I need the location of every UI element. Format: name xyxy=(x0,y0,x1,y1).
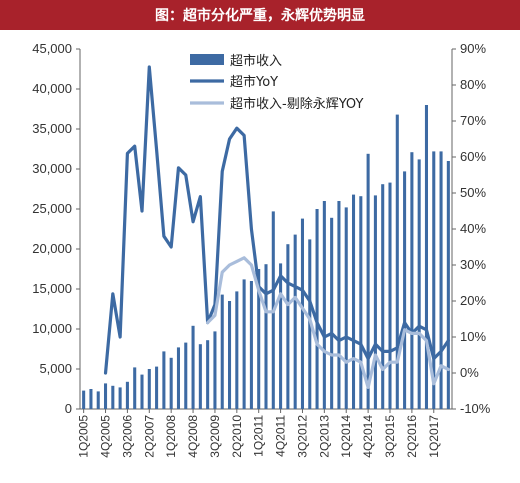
bar xyxy=(279,263,283,409)
bar xyxy=(286,244,290,409)
bar xyxy=(169,357,173,409)
y-left-tick-label: 25,000 xyxy=(32,201,72,216)
bar xyxy=(227,301,232,409)
bar xyxy=(125,381,129,409)
x-tick-label: 1Q2005 xyxy=(77,415,91,458)
x-tick-label: 2Q2010 xyxy=(230,415,244,458)
x-tick-label: 4Q2008 xyxy=(186,415,200,458)
y-right-tick-label: 50% xyxy=(460,185,486,200)
y-left-tick-label: 20,000 xyxy=(32,241,72,256)
y-right-tick-label: -10% xyxy=(460,401,491,416)
x-tick-label: 2Q2007 xyxy=(142,415,156,458)
x-tick-label: 3Q2009 xyxy=(208,415,222,458)
chart-title: 图：超市分化严重，永辉优势明显 xyxy=(155,8,365,24)
bar xyxy=(439,151,443,409)
lines-group xyxy=(103,65,450,389)
bar xyxy=(446,161,450,409)
y-right-tick-label: 70% xyxy=(460,113,486,128)
bar xyxy=(315,209,319,409)
bar xyxy=(103,383,108,409)
x-tick-label: 1Q2008 xyxy=(164,415,178,458)
bar xyxy=(264,264,268,409)
bar xyxy=(140,374,144,409)
legend-swatch-bar xyxy=(190,54,224,65)
bar xyxy=(424,105,429,409)
bar xyxy=(300,218,305,409)
bar xyxy=(89,389,93,409)
bar xyxy=(395,114,399,409)
bar xyxy=(133,367,137,409)
bar xyxy=(344,207,348,409)
y-right-tick-label: 10% xyxy=(460,329,486,344)
bar xyxy=(198,344,202,409)
bar xyxy=(220,294,224,409)
y-right-tick-label: 80% xyxy=(460,77,486,92)
x-tick-label: 3Q2012 xyxy=(295,415,309,458)
bar xyxy=(162,351,166,409)
bar xyxy=(330,217,334,409)
chart-title-bar: 图：超市分化严重，永辉优势明显 xyxy=(0,0,520,30)
bar xyxy=(381,184,385,409)
bar xyxy=(359,196,363,409)
x-tick-label: 3Q2015 xyxy=(383,415,397,458)
bar xyxy=(82,390,86,409)
bar xyxy=(242,279,246,409)
bar xyxy=(184,342,188,409)
x-tick-label: 4Q2014 xyxy=(361,415,375,458)
y-right-tick-label: 0% xyxy=(460,365,479,380)
bar xyxy=(293,234,297,409)
x-tick-label: 3Q2006 xyxy=(120,415,134,458)
x-tick-label: 2Q2016 xyxy=(405,415,419,458)
legend-label: 超市YoY xyxy=(230,74,278,90)
y-left-tick-label: 0 xyxy=(65,401,72,416)
bar xyxy=(366,153,370,409)
legend-label: 超市收入-剔除永辉YOY xyxy=(230,96,363,112)
y-left-tick-label: 15,000 xyxy=(32,281,72,296)
bar xyxy=(155,366,159,409)
legend-label: 超市收入 xyxy=(230,53,282,69)
bar xyxy=(432,151,436,409)
bar xyxy=(337,201,341,409)
x-tick-label: 2Q2013 xyxy=(317,415,331,458)
bar xyxy=(235,291,239,409)
bar xyxy=(111,385,115,409)
bar xyxy=(403,171,407,409)
bar xyxy=(257,269,261,409)
y-left-tick-label: 5,000 xyxy=(39,361,72,376)
bar xyxy=(213,331,217,409)
bar xyxy=(373,195,377,409)
axes-group: 0 5,000 10,000 15,000 20,000 25,000 30,000 35,0… xyxy=(32,41,491,458)
y-left-tick-label: 40,000 xyxy=(32,81,72,96)
x-tick-label: 4Q2005 xyxy=(99,415,113,458)
y-left-tick-label: 35,000 xyxy=(32,121,72,136)
bar xyxy=(147,369,151,409)
bar xyxy=(206,340,210,409)
bar xyxy=(249,281,253,409)
bar xyxy=(417,159,421,409)
bar xyxy=(191,325,195,409)
bar xyxy=(410,152,414,409)
x-tick-label: 1Q2011 xyxy=(252,415,266,457)
y-right-tick-label: 40% xyxy=(460,221,486,236)
bar xyxy=(351,194,356,409)
bar xyxy=(118,387,122,409)
y-right-tick-label: 20% xyxy=(460,293,486,308)
bar xyxy=(322,201,326,409)
y-left-tick-label: 30,000 xyxy=(32,161,72,176)
bar xyxy=(176,347,181,409)
y-left-tick-label: 10,000 xyxy=(32,321,72,336)
x-tick-label: 4Q2011 xyxy=(274,415,288,457)
y-left-tick-label: 45,000 xyxy=(32,41,72,56)
y-right-tick-label: 90% xyxy=(460,41,486,56)
y-right-tick-label: 60% xyxy=(460,149,486,164)
x-tick-label: 1Q2014 xyxy=(339,415,353,458)
y-right-tick-label: 30% xyxy=(460,257,486,272)
line-ex-yonghui-yoy xyxy=(206,256,450,389)
chart-svg: 0 5,000 10,000 15,000 20,000 25,000 30,000 35,0… xyxy=(32,41,491,458)
x-tick-label: 1Q2017 xyxy=(427,415,441,458)
line-yoy xyxy=(103,65,450,375)
bar xyxy=(96,391,100,409)
bar xyxy=(388,182,392,409)
